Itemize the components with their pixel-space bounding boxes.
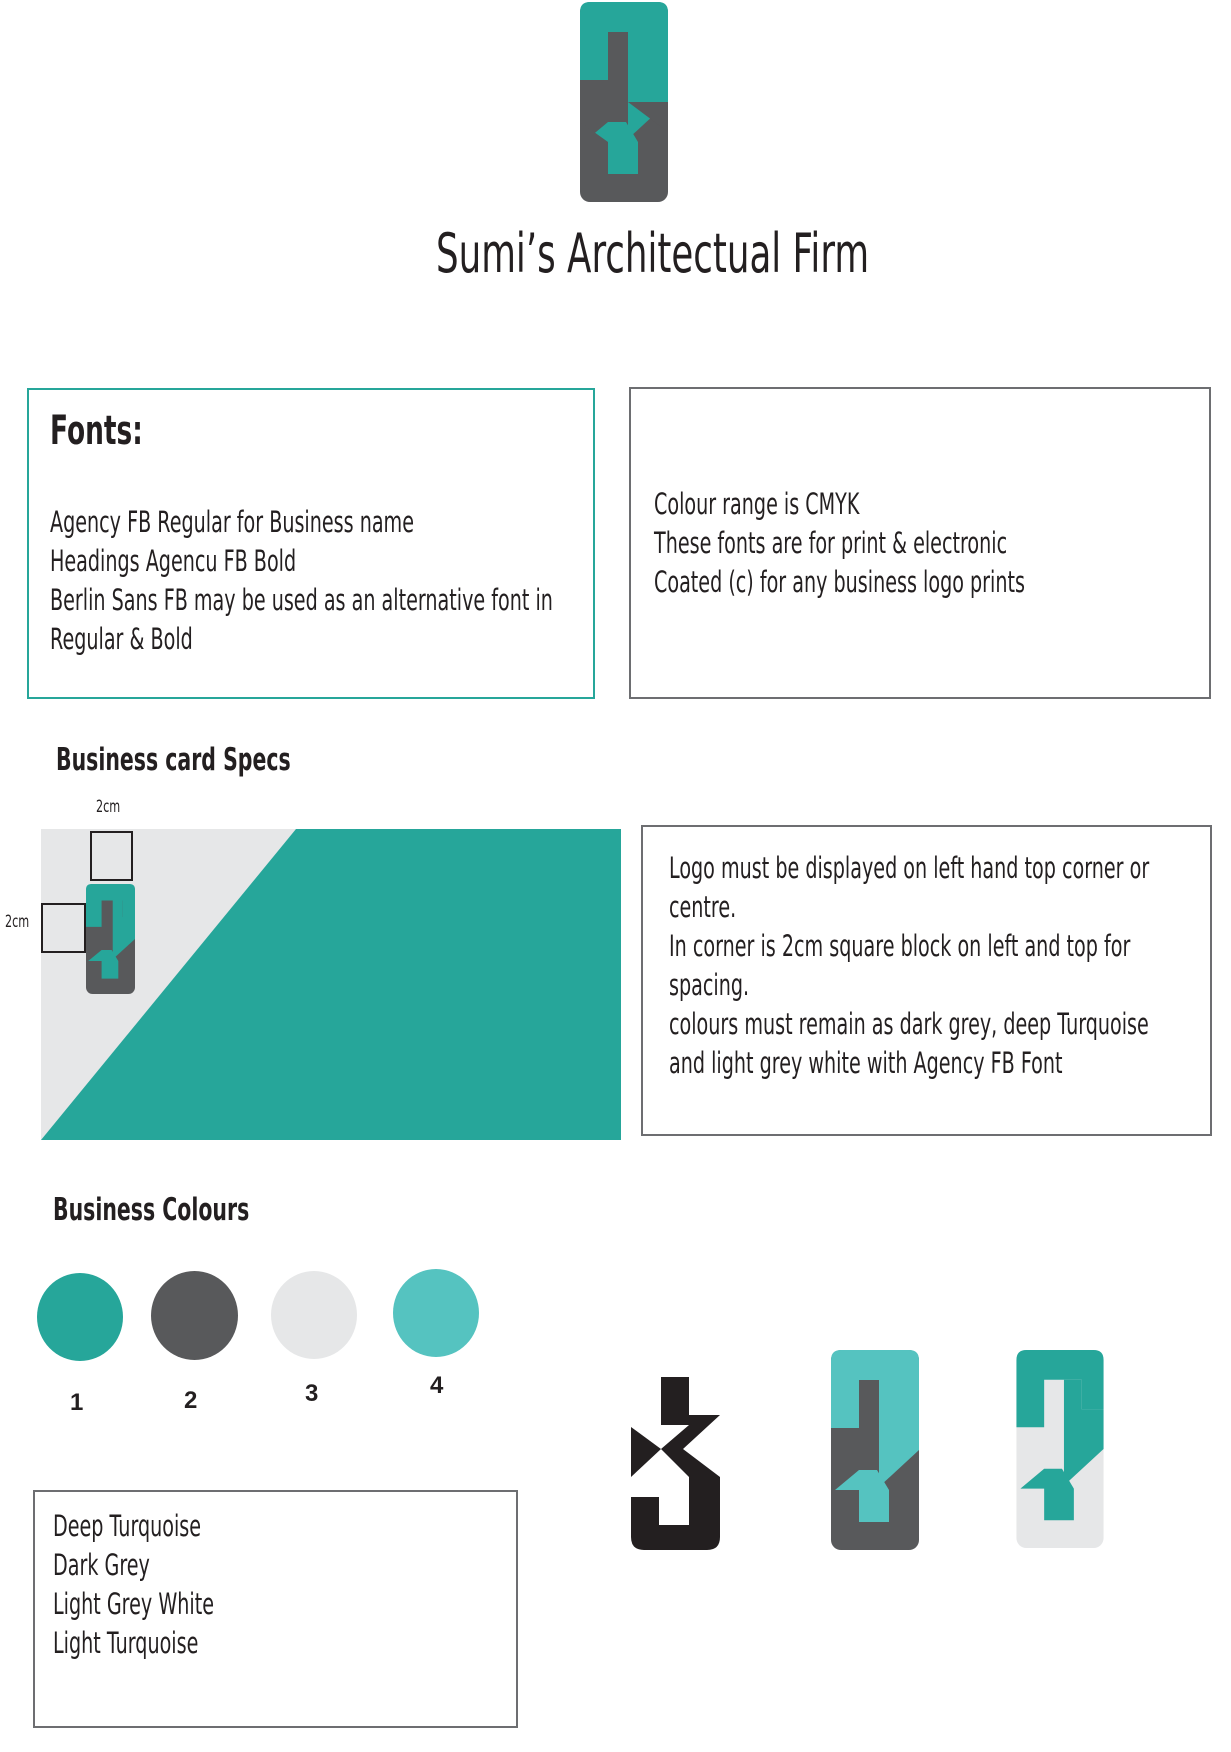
- colour-range-line: Colour range is CMYK: [654, 487, 860, 521]
- colour-range-lines: Colour range is CMYK These fonts are for…: [654, 485, 1025, 602]
- logo-rules-line: colours must remain as dark grey, deep T…: [669, 1007, 1149, 1041]
- swatch-number: 2: [184, 1387, 198, 1414]
- logo-light-grey-icon: [1016, 1350, 1104, 1548]
- swatch-number: 1: [70, 1389, 84, 1416]
- swatch-light-turquoise: [393, 1269, 479, 1357]
- left-dimension-label: 2cm: [5, 912, 30, 932]
- main-logo-icon: [580, 2, 668, 202]
- spacing-block-left: [41, 903, 86, 953]
- logo-rules-line: centre.: [669, 890, 737, 924]
- top-dimension-label: 2cm: [96, 797, 121, 817]
- colour-range-line: Coated (c) for any business logo prints: [654, 565, 1025, 599]
- fonts-box: Fonts: Agency FB Regular for Business na…: [27, 388, 595, 699]
- spacing-block-top: [90, 831, 133, 881]
- fonts-line: Regular & Bold: [50, 622, 193, 656]
- swatch-deep-turquoise: [37, 1273, 123, 1361]
- colour-range-box: Colour range is CMYK These fonts are for…: [629, 387, 1211, 699]
- logo-rules-box: Logo must be displayed on left hand top …: [641, 825, 1212, 1136]
- swatch-number: 3: [305, 1380, 319, 1407]
- logo-rules-line: Logo must be displayed on left hand top …: [669, 851, 1150, 885]
- fonts-line: Agency FB Regular for Business name: [50, 505, 414, 539]
- logo-rules-line: and light grey white with Agency FB Font: [669, 1046, 1063, 1080]
- colour-name: Deep Turquoise: [53, 1509, 202, 1543]
- fonts-lines: Agency FB Regular for Business name Head…: [50, 503, 553, 659]
- fonts-heading: Fonts:: [50, 408, 143, 454]
- business-card-mockup: [41, 829, 621, 1140]
- logo-rules-lines: Logo must be displayed on left hand top …: [669, 849, 1149, 1083]
- swatch-light-grey-white: [271, 1271, 357, 1359]
- fonts-line: Headings Agencu FB Bold: [50, 544, 297, 578]
- business-colours-heading: Business Colours: [53, 1192, 250, 1228]
- card-logo-icon: [86, 884, 135, 994]
- colour-range-line: These fonts are for print & electronic: [654, 526, 1008, 560]
- colour-name: Light Grey White: [53, 1587, 214, 1621]
- logo-rules-line: spacing.: [669, 968, 750, 1002]
- card-specs-heading: Business card Specs: [56, 742, 291, 778]
- firm-name: Sumi’s Architectual Firm: [436, 222, 870, 285]
- fonts-line: Berlin Sans FB may be used as an alterna…: [50, 583, 553, 617]
- colour-name: Dark Grey: [53, 1548, 150, 1582]
- logo-rules-line: In corner is 2cm square block on left an…: [669, 929, 1131, 963]
- swatch-number: 4: [430, 1372, 444, 1399]
- colour-name: Light Turquoise: [53, 1626, 199, 1660]
- colour-names-lines: Deep Turquoise Dark Grey Light Grey Whit…: [53, 1507, 214, 1663]
- logo-light-turquoise-icon: [831, 1350, 919, 1550]
- swatch-dark-grey: [151, 1271, 238, 1360]
- colour-names-box: Deep Turquoise Dark Grey Light Grey Whit…: [33, 1490, 518, 1728]
- logo-black-icon: [631, 1377, 720, 1550]
